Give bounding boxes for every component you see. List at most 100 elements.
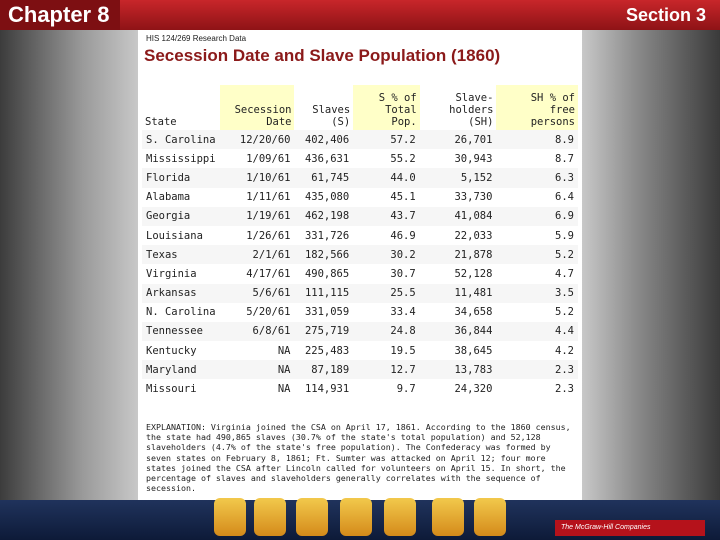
header-bar: Chapter 8 Section 3 — [0, 0, 720, 30]
table-row: N. Carolina 5/20/61 331,059 33.4 34,658 5.2 — [142, 303, 578, 322]
table-cell: Georgia — [146, 210, 191, 223]
next-button[interactable] — [474, 498, 506, 536]
table-cell: 52,128 — [454, 267, 493, 280]
table-cell: 4.2 — [555, 344, 574, 357]
table-row: Florida 1/10/61 61,745 44.0 5,152 6.3 — [142, 168, 578, 188]
table-cell: 34,658 — [454, 306, 493, 319]
table-cell: Tennessee — [146, 325, 203, 338]
table-cell: 1/09/61 — [246, 152, 291, 165]
table-cell: N. Carolina — [146, 306, 216, 319]
section-label: Section 3 — [625, 5, 706, 25]
table-row: Georgia 1/19/61 462,198 43.7 41,084 6.9 — [142, 206, 578, 226]
table-cell: 331,059 — [304, 306, 350, 319]
publisher: The McGraw-Hill Companies — [555, 520, 705, 536]
column-header: S % of Total Pop. — [353, 85, 420, 130]
table-cell: 402,406 — [304, 133, 350, 146]
table-cell: 4.4 — [555, 325, 574, 338]
table-cell: 5.9 — [555, 229, 574, 242]
table-cell: Missouri — [146, 383, 197, 396]
table-cell: 4/17/61 — [246, 267, 291, 280]
table-cell: 5/20/61 — [246, 306, 291, 319]
table-cell: 22,033 — [454, 229, 493, 242]
table-cell: 462,198 — [304, 210, 350, 223]
title: Secession Date and Slave Population (186… — [144, 46, 501, 65]
table-cell: S. Carolina — [146, 133, 216, 146]
table-cell: 46.9 — [390, 229, 416, 242]
table-cell: 24,320 — [454, 383, 493, 396]
table-cell: 435,080 — [304, 191, 350, 204]
notes-button[interactable] — [340, 498, 372, 536]
table-cell: Virginia — [146, 267, 197, 280]
table-cell: 33.4 — [390, 306, 416, 319]
table-row: Maryland NA 87,189 12.7 13,783 2.3 — [142, 360, 578, 380]
table-cell: 12/20/60 — [239, 133, 291, 146]
table-cell: 8.9 — [555, 133, 574, 146]
table-cell: 41,084 — [454, 210, 493, 223]
table-cell: 26,701 — [454, 133, 493, 146]
table-row: Louisiana 1/26/61 331,726 46.9 22,033 5.9 — [142, 226, 578, 245]
table-row: Kentucky NA 225,483 19.5 38,645 4.2 — [142, 341, 578, 360]
table-cell: 5/6/61 — [252, 287, 291, 300]
table-cell: 6.9 — [555, 210, 574, 223]
table-row: Virginia 4/17/61 490,865 30.7 52,128 4.7 — [142, 264, 578, 283]
home-button[interactable] — [384, 498, 416, 536]
table-cell: 5,152 — [460, 171, 493, 184]
table-cell: 5.2 — [555, 248, 574, 261]
map-button[interactable] — [296, 498, 328, 536]
table-cell: Louisiana — [146, 229, 203, 242]
table-cell: Maryland — [146, 363, 197, 376]
table-cell: 30,943 — [454, 152, 493, 165]
table-cell: 331,726 — [304, 229, 350, 242]
table-cell: 36,844 — [454, 325, 493, 338]
table-cell: 21,878 — [454, 248, 493, 261]
table-cell: 6/8/61 — [252, 325, 291, 338]
table-cell: Kentucky — [146, 344, 197, 357]
column-header: Slave-holders (SH) — [449, 92, 494, 128]
table-cell: 11,481 — [454, 287, 493, 300]
table-cell: 1/19/61 — [246, 210, 291, 223]
source: HIS 124/269 Research Data — [146, 34, 247, 43]
resource-button[interactable] — [254, 498, 286, 536]
table-row: S. Carolina 12/20/60 402,406 57.2 26,701 8.9 — [142, 130, 578, 150]
table-cell: 30.2 — [390, 248, 416, 261]
table-cell: 114,931 — [304, 383, 350, 396]
table-cell: 55.2 — [390, 152, 416, 165]
table-cell: 1/26/61 — [246, 229, 291, 242]
table-cell: NA — [277, 383, 291, 396]
table-cell: 6.3 — [555, 171, 574, 184]
table-cell: 9.7 — [396, 383, 416, 396]
table-cell: 38,645 — [454, 344, 493, 357]
table-cell: Texas — [146, 248, 178, 261]
table-cell: 43.7 — [390, 210, 416, 223]
table-cell: Alabama — [146, 191, 191, 204]
table-cell: 13,783 — [454, 363, 493, 376]
document: HIS 124/269 Research Data Secession Date… — [138, 30, 582, 500]
table-cell: 30.7 — [390, 267, 416, 280]
table-cell: Mississippi — [146, 152, 216, 165]
table-cell: NA — [277, 363, 291, 376]
back-button[interactable] — [432, 498, 464, 536]
table-row: Alabama 1/11/61 435,080 45.1 33,730 6.4 — [142, 188, 578, 207]
table-cell: 436,631 — [304, 152, 350, 165]
table-cell: 2.3 — [555, 383, 574, 396]
table-cell: 2.3 — [555, 363, 574, 376]
left-photo — [0, 30, 138, 500]
table-cell: 19.5 — [390, 344, 416, 357]
table-cell: 5.2 — [555, 306, 574, 319]
table-row: Mississippi 1/09/61 436,631 55.2 30,943 8.7 — [142, 149, 578, 168]
table-cell: 275,719 — [304, 325, 350, 338]
column-header: Slaves (S) — [312, 104, 351, 128]
table-cell: 182,566 — [304, 248, 350, 261]
table-cell: 24.8 — [390, 325, 416, 338]
table-row: Tennessee 6/8/61 275,719 24.8 36,844 4.4 — [142, 321, 578, 342]
table-cell: 33,730 — [454, 191, 493, 204]
table-cell: 2/1/61 — [252, 248, 291, 261]
table-cell: NA — [277, 344, 291, 357]
table-cell: 1/10/61 — [246, 171, 291, 184]
help-button[interactable] — [214, 498, 246, 536]
table-cell: 8.7 — [555, 152, 574, 165]
table-cell: Florida — [146, 171, 191, 184]
column-header: SH % of free persons — [496, 85, 578, 130]
table-row: Texas 2/1/61 182,566 30.2 21,878 5.2 — [142, 245, 578, 265]
